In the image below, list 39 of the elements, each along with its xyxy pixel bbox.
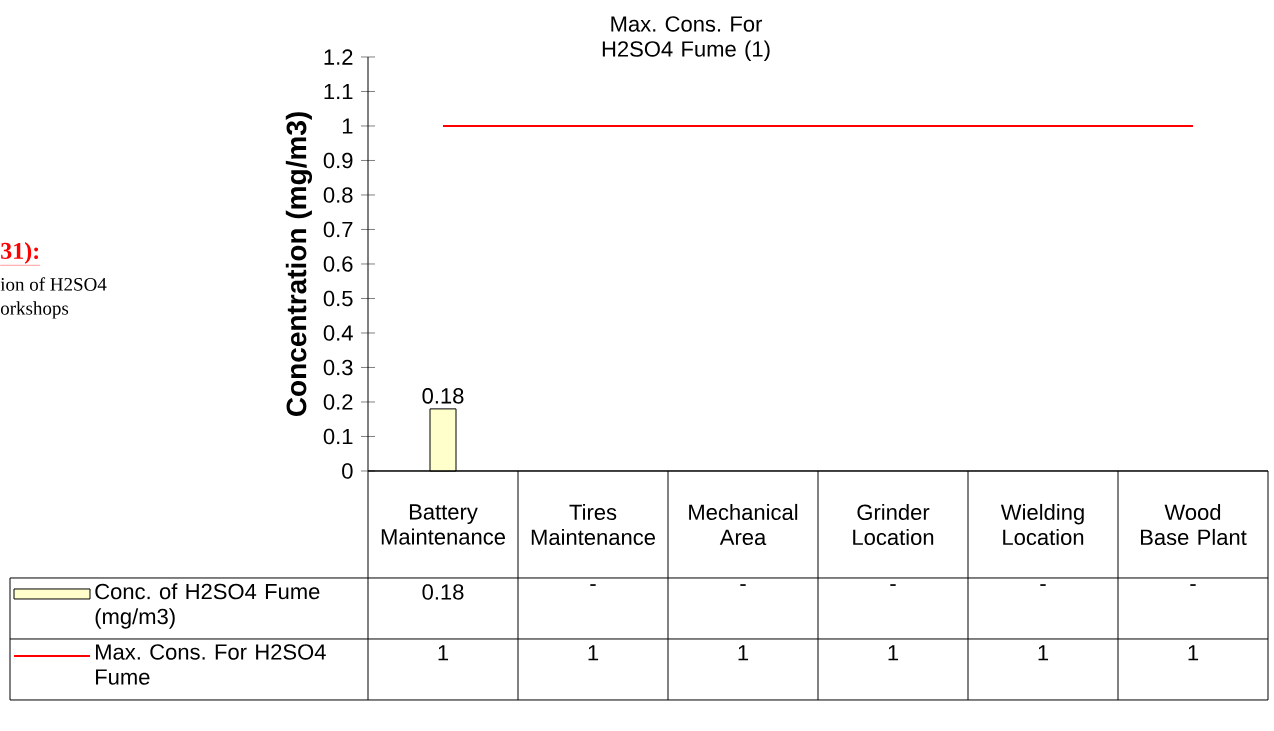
x-tick-label: Battery Maintenance [381,504,505,545]
y-tick-label: 0.4 [323,325,353,341]
y-tick-label: 0.5 [323,290,353,307]
chart-title: Max. Cons. For H2SO4 Fume (1) [602,16,770,62]
text: orkshops [0,301,69,319]
y-tick-label: 0.2 [323,394,353,410]
text: 31): [1,242,39,264]
data-label: 1 [1038,645,1049,661]
x-tick-label: Wielding Location [1000,503,1084,546]
text: - [740,584,746,586]
text: - [890,584,896,586]
x-tick-label: Grinder Location [853,503,934,546]
y-tick-label: 0.8 [323,187,353,203]
data-label: 1 [888,645,899,661]
text: 0.18 [422,584,464,600]
data-label: 1 [438,645,449,661]
data-label: 1 [588,645,599,661]
x-tick-label: Mechanical Area [689,503,798,546]
legend-label: Conc. of H2SO4 Fume (mg/m3) [95,583,320,629]
y-tick-label: 1.1 [324,83,353,100]
data-label: 0.18 [422,388,464,404]
y-axis-title: Concentration (mg/m3) [285,112,313,417]
y-tick-label: 1 [342,118,353,134]
x-tick-label: Tires Maintenance [531,503,655,546]
legend-label: Max. Cons. For H2SO4 Fume [96,644,326,685]
y-tick-label: 0.3 [323,359,353,376]
y-tick-label: 1.2 [324,49,353,65]
y-tick-label: 0.1 [323,428,353,445]
y-tick-label: 0.9 [323,152,353,169]
text: ion of H2SO4 [0,277,107,291]
y-tick-label: 0 [342,463,353,479]
text: - [590,584,596,586]
y-tick-label: 0.6 [323,256,353,272]
data-label: 1 [1188,645,1199,661]
x-tick-label: Wood Base Plant [1141,503,1247,546]
text: - [1040,584,1046,586]
y-tick-label: 0.7 [323,221,353,238]
data-label: 1 [738,645,749,661]
text: - [1190,584,1196,586]
